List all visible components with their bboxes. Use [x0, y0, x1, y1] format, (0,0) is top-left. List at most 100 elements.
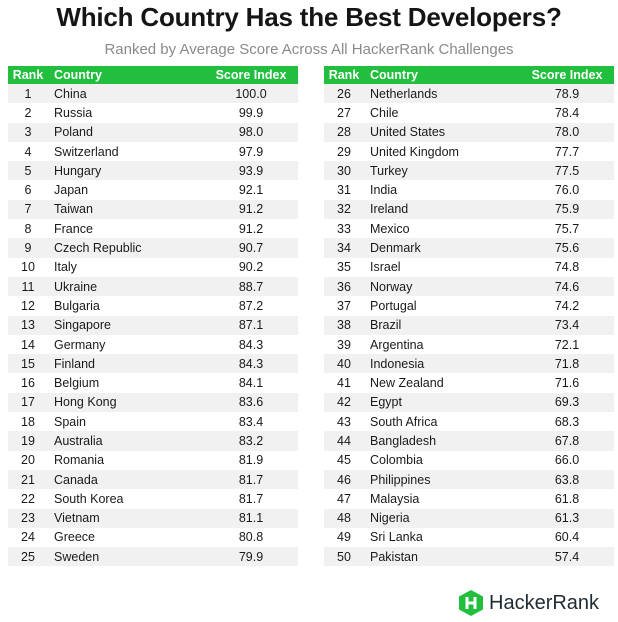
- ranking-table-right-body: 26 Netherlands 78.9 27 Chile 78.4 28 United Sta…: [324, 84, 614, 567]
- score-cell: 71.8: [520, 354, 614, 374]
- score-cell: 83.4: [204, 412, 298, 432]
- table-row: 45 Colombia 66.0: [324, 450, 614, 470]
- rank-cell: 37: [324, 296, 364, 316]
- score-cell: 84.1: [204, 373, 298, 393]
- country-cell: Mexico: [364, 219, 520, 239]
- table-row: 39 Argentina 72.1: [324, 334, 614, 355]
- table-row: 26 Netherlands 78.9: [324, 84, 614, 104]
- rank-cell: 46: [324, 469, 364, 490]
- rank-cell: 44: [324, 431, 364, 451]
- country-cell: Chile: [364, 103, 520, 123]
- country-cell: Czech Republic: [48, 238, 204, 258]
- country-cell: Japan: [48, 180, 204, 200]
- rank-cell: 43: [324, 412, 364, 432]
- country-cell: Malaysia: [364, 489, 520, 509]
- rank-cell: 13: [8, 315, 48, 335]
- rank-cell: 18: [8, 412, 48, 432]
- country-cell: South Korea: [48, 489, 204, 509]
- country-cell: Nigeria: [364, 508, 520, 528]
- rank-column-header: Rank: [324, 66, 364, 84]
- rank-cell: 6: [8, 180, 48, 200]
- rank-cell: 28: [324, 122, 364, 142]
- country-cell: India: [364, 180, 520, 200]
- table-row: 41 New Zealand 71.6: [324, 373, 614, 393]
- rank-cell: 25: [8, 547, 48, 567]
- table-row: 49 Sri Lanka 60.4: [324, 527, 614, 548]
- table-row: 2 Russia 99.9: [8, 103, 298, 123]
- rank-cell: 31: [324, 180, 364, 200]
- rank-column-header: Rank: [8, 66, 48, 84]
- rank-cell: 42: [324, 392, 364, 413]
- score-cell: 67.8: [520, 431, 614, 451]
- table-row: 37 Portugal 74.2: [324, 296, 614, 316]
- table-row: 11 Ukraine 88.7: [8, 276, 298, 297]
- table-row: 18 Spain 83.4: [8, 412, 298, 432]
- country-cell: Bangladesh: [364, 431, 520, 451]
- country-cell: Ukraine: [48, 276, 204, 297]
- country-cell: Netherlands: [364, 84, 520, 104]
- table-row: 47 Malaysia 61.8: [324, 489, 614, 509]
- score-cell: 93.9: [204, 161, 298, 181]
- table-row: 20 Romania 81.9: [8, 450, 298, 470]
- table-row: 14 Germany 84.3: [8, 334, 298, 355]
- table-row: 30 Turkey 77.5: [324, 161, 614, 181]
- rank-cell: 3: [8, 122, 48, 142]
- score-cell: 97.9: [204, 141, 298, 162]
- table-row: 46 Philippines 63.8: [324, 469, 614, 490]
- score-cell: 78.4: [520, 103, 614, 123]
- rank-cell: 7: [8, 199, 48, 220]
- table-row: 13 Singapore 87.1: [8, 315, 298, 335]
- rank-cell: 27: [324, 103, 364, 123]
- rank-cell: 47: [324, 489, 364, 509]
- table-row: 24 Greece 80.8: [8, 527, 298, 548]
- country-cell: United States: [364, 122, 520, 142]
- table-row: 21 Canada 81.7: [8, 469, 298, 490]
- country-cell: Indonesia: [364, 354, 520, 374]
- table-row: 27 Chile 78.4: [324, 103, 614, 123]
- score-cell: 61.8: [520, 489, 614, 509]
- score-cell: 78.0: [520, 122, 614, 142]
- rank-cell: 30: [324, 161, 364, 181]
- score-cell: 88.7: [204, 276, 298, 297]
- country-cell: Romania: [48, 450, 204, 470]
- country-cell: United Kingdom: [364, 141, 520, 162]
- rank-cell: 38: [324, 315, 364, 335]
- table-row: 42 Egypt 69.3: [324, 392, 614, 413]
- country-cell: Australia: [48, 431, 204, 451]
- score-cell: 60.4: [520, 527, 614, 548]
- country-cell: Portugal: [364, 296, 520, 316]
- score-cell: 57.4: [520, 547, 614, 567]
- logo-text: HackerRank: [489, 591, 600, 614]
- country-cell: Hungary: [48, 161, 204, 181]
- score-cell: 83.6: [204, 392, 298, 413]
- country-cell: Sweden: [48, 547, 204, 567]
- table-row: 7 Taiwan 91.2: [8, 199, 298, 220]
- rank-cell: 24: [8, 527, 48, 548]
- table-row: 1 China 100.0: [8, 84, 298, 104]
- score-cell: 79.9: [204, 547, 298, 567]
- country-cell: Belgium: [48, 373, 204, 393]
- table-row: 16 Belgium 84.1: [8, 373, 298, 393]
- hackerrank-logo: HackerRank: [458, 589, 599, 617]
- score-cell: 87.1: [204, 315, 298, 335]
- rank-cell: 48: [324, 508, 364, 528]
- country-column-header: Country: [48, 66, 204, 84]
- country-cell: Philippines: [364, 469, 520, 490]
- country-cell: Italy: [48, 257, 204, 277]
- country-cell: New Zealand: [364, 373, 520, 393]
- score-column-header: Score Index: [520, 66, 614, 84]
- rank-cell: 32: [324, 199, 364, 220]
- score-cell: 73.4: [520, 315, 614, 335]
- score-cell: 90.2: [204, 257, 298, 277]
- table-row: 43 South Africa 68.3: [324, 412, 614, 432]
- rank-cell: 2: [8, 103, 48, 123]
- country-cell: Ireland: [364, 199, 520, 220]
- score-cell: 63.8: [520, 469, 614, 490]
- score-cell: 61.3: [520, 508, 614, 528]
- score-column-header: Score Index: [204, 66, 298, 84]
- score-cell: 77.5: [520, 161, 614, 181]
- score-cell: 83.2: [204, 431, 298, 451]
- score-cell: 90.7: [204, 238, 298, 258]
- ranking-table-left-body: 1 China 100.0 2 Russia 99.9 3 Poland 98.0 4 Switze…: [8, 84, 298, 567]
- table-row: 19 Australia 83.2: [8, 431, 298, 451]
